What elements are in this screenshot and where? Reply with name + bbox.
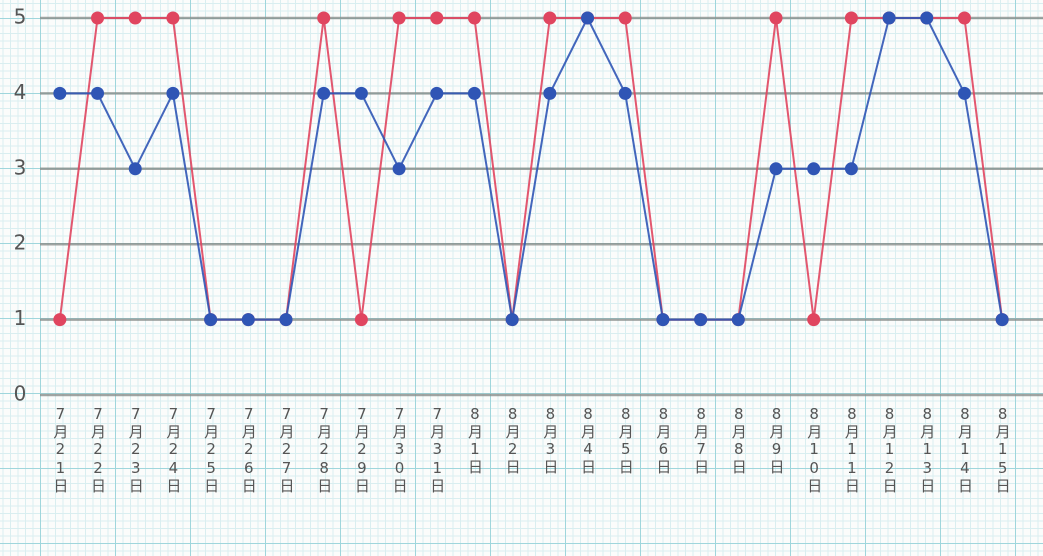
data-point (430, 12, 443, 25)
y-tick-label: 2 (14, 231, 27, 255)
x-tick-label: 8月14日 (956, 405, 974, 494)
data-point (996, 313, 1009, 326)
data-point (619, 12, 632, 25)
x-tick-label: 8月6日 (654, 405, 672, 475)
data-point (656, 313, 669, 326)
y-tick-label: 1 (14, 306, 27, 330)
x-tick-label: 8月10日 (805, 405, 823, 494)
data-point (430, 87, 443, 100)
data-point (317, 12, 330, 25)
x-tick-label: 7月26日 (240, 405, 258, 494)
data-point (619, 87, 632, 100)
x-tick-label: 7月23日 (127, 405, 145, 494)
y-tick-label: 3 (14, 155, 27, 179)
data-point (204, 313, 217, 326)
x-tick-label: 8月13日 (918, 405, 936, 494)
data-point (543, 87, 556, 100)
x-tick-label: 8月3日 (541, 405, 559, 475)
data-point (883, 12, 896, 25)
x-tick-label: 8月1日 (466, 405, 484, 475)
x-tick-label: 8月4日 (579, 405, 597, 475)
page: 0 1 2 3 4 5 7月21日 7月22日 7月23日 7月24日 7月25日 7月26日 7月27… (0, 0, 1043, 556)
data-point (581, 12, 594, 25)
data-point (732, 313, 745, 326)
x-tick-label: 8月2日 (504, 405, 522, 475)
x-tick-label: 8月5日 (617, 405, 635, 475)
data-point (694, 313, 707, 326)
data-point (506, 313, 519, 326)
data-point (468, 87, 481, 100)
x-tick-label: 7月28日 (315, 405, 333, 494)
data-point (770, 162, 783, 175)
data-point (958, 12, 971, 25)
data-point (920, 12, 933, 25)
x-tick-label: 7月22日 (89, 405, 107, 494)
data-point (166, 87, 179, 100)
y-tick-label: 0 (14, 382, 27, 406)
x-tick-label: 7月30日 (391, 405, 409, 494)
data-point (129, 162, 142, 175)
data-point (393, 12, 406, 25)
data-point (53, 87, 66, 100)
y-tick-label: 5 (14, 5, 27, 29)
data-point (845, 12, 858, 25)
x-tick-label: 8月7日 (692, 405, 710, 475)
data-point (468, 12, 481, 25)
data-point (129, 12, 142, 25)
x-tick-label: 7月31日 (428, 405, 446, 494)
x-tick-label: 7月29日 (353, 405, 371, 494)
x-tick-label: 8月15日 (994, 405, 1012, 494)
data-point (807, 162, 820, 175)
x-tick-label: 7月24日 (164, 405, 182, 494)
x-tick-label: 7月21日 (51, 405, 69, 494)
x-tick-label: 7月25日 (202, 405, 220, 494)
data-point (845, 162, 858, 175)
x-tick-label: 8月8日 (730, 405, 748, 475)
data-point (543, 12, 556, 25)
data-point (393, 162, 406, 175)
x-tick-label: 8月12日 (881, 405, 899, 494)
data-point (280, 313, 293, 326)
data-point (317, 87, 330, 100)
x-tick-label: 7月27日 (278, 405, 296, 494)
data-point (807, 313, 820, 326)
data-point (770, 12, 783, 25)
data-point (53, 313, 66, 326)
data-point (355, 87, 368, 100)
y-tick-label: 4 (14, 80, 27, 104)
chart: 0 1 2 3 4 5 7月21日 7月22日 7月23日 7月24日 7月25日 7月26日 7月27… (0, 0, 1043, 556)
data-point (958, 87, 971, 100)
data-point (242, 313, 255, 326)
data-point (166, 12, 179, 25)
x-tick-label: 8月9日 (768, 405, 786, 475)
data-point (91, 87, 104, 100)
data-point (91, 12, 104, 25)
data-point (355, 313, 368, 326)
x-tick-label: 8月11日 (843, 405, 861, 494)
